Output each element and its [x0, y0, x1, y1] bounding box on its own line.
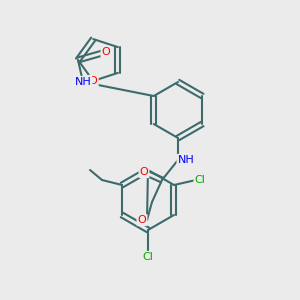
Text: O: O [140, 167, 148, 177]
Text: O: O [138, 215, 146, 225]
Text: O: O [102, 47, 110, 57]
Text: NH: NH [75, 77, 92, 87]
Text: NH: NH [178, 155, 194, 165]
Text: O: O [89, 76, 98, 86]
Text: Cl: Cl [142, 252, 153, 262]
Text: Cl: Cl [194, 175, 206, 185]
